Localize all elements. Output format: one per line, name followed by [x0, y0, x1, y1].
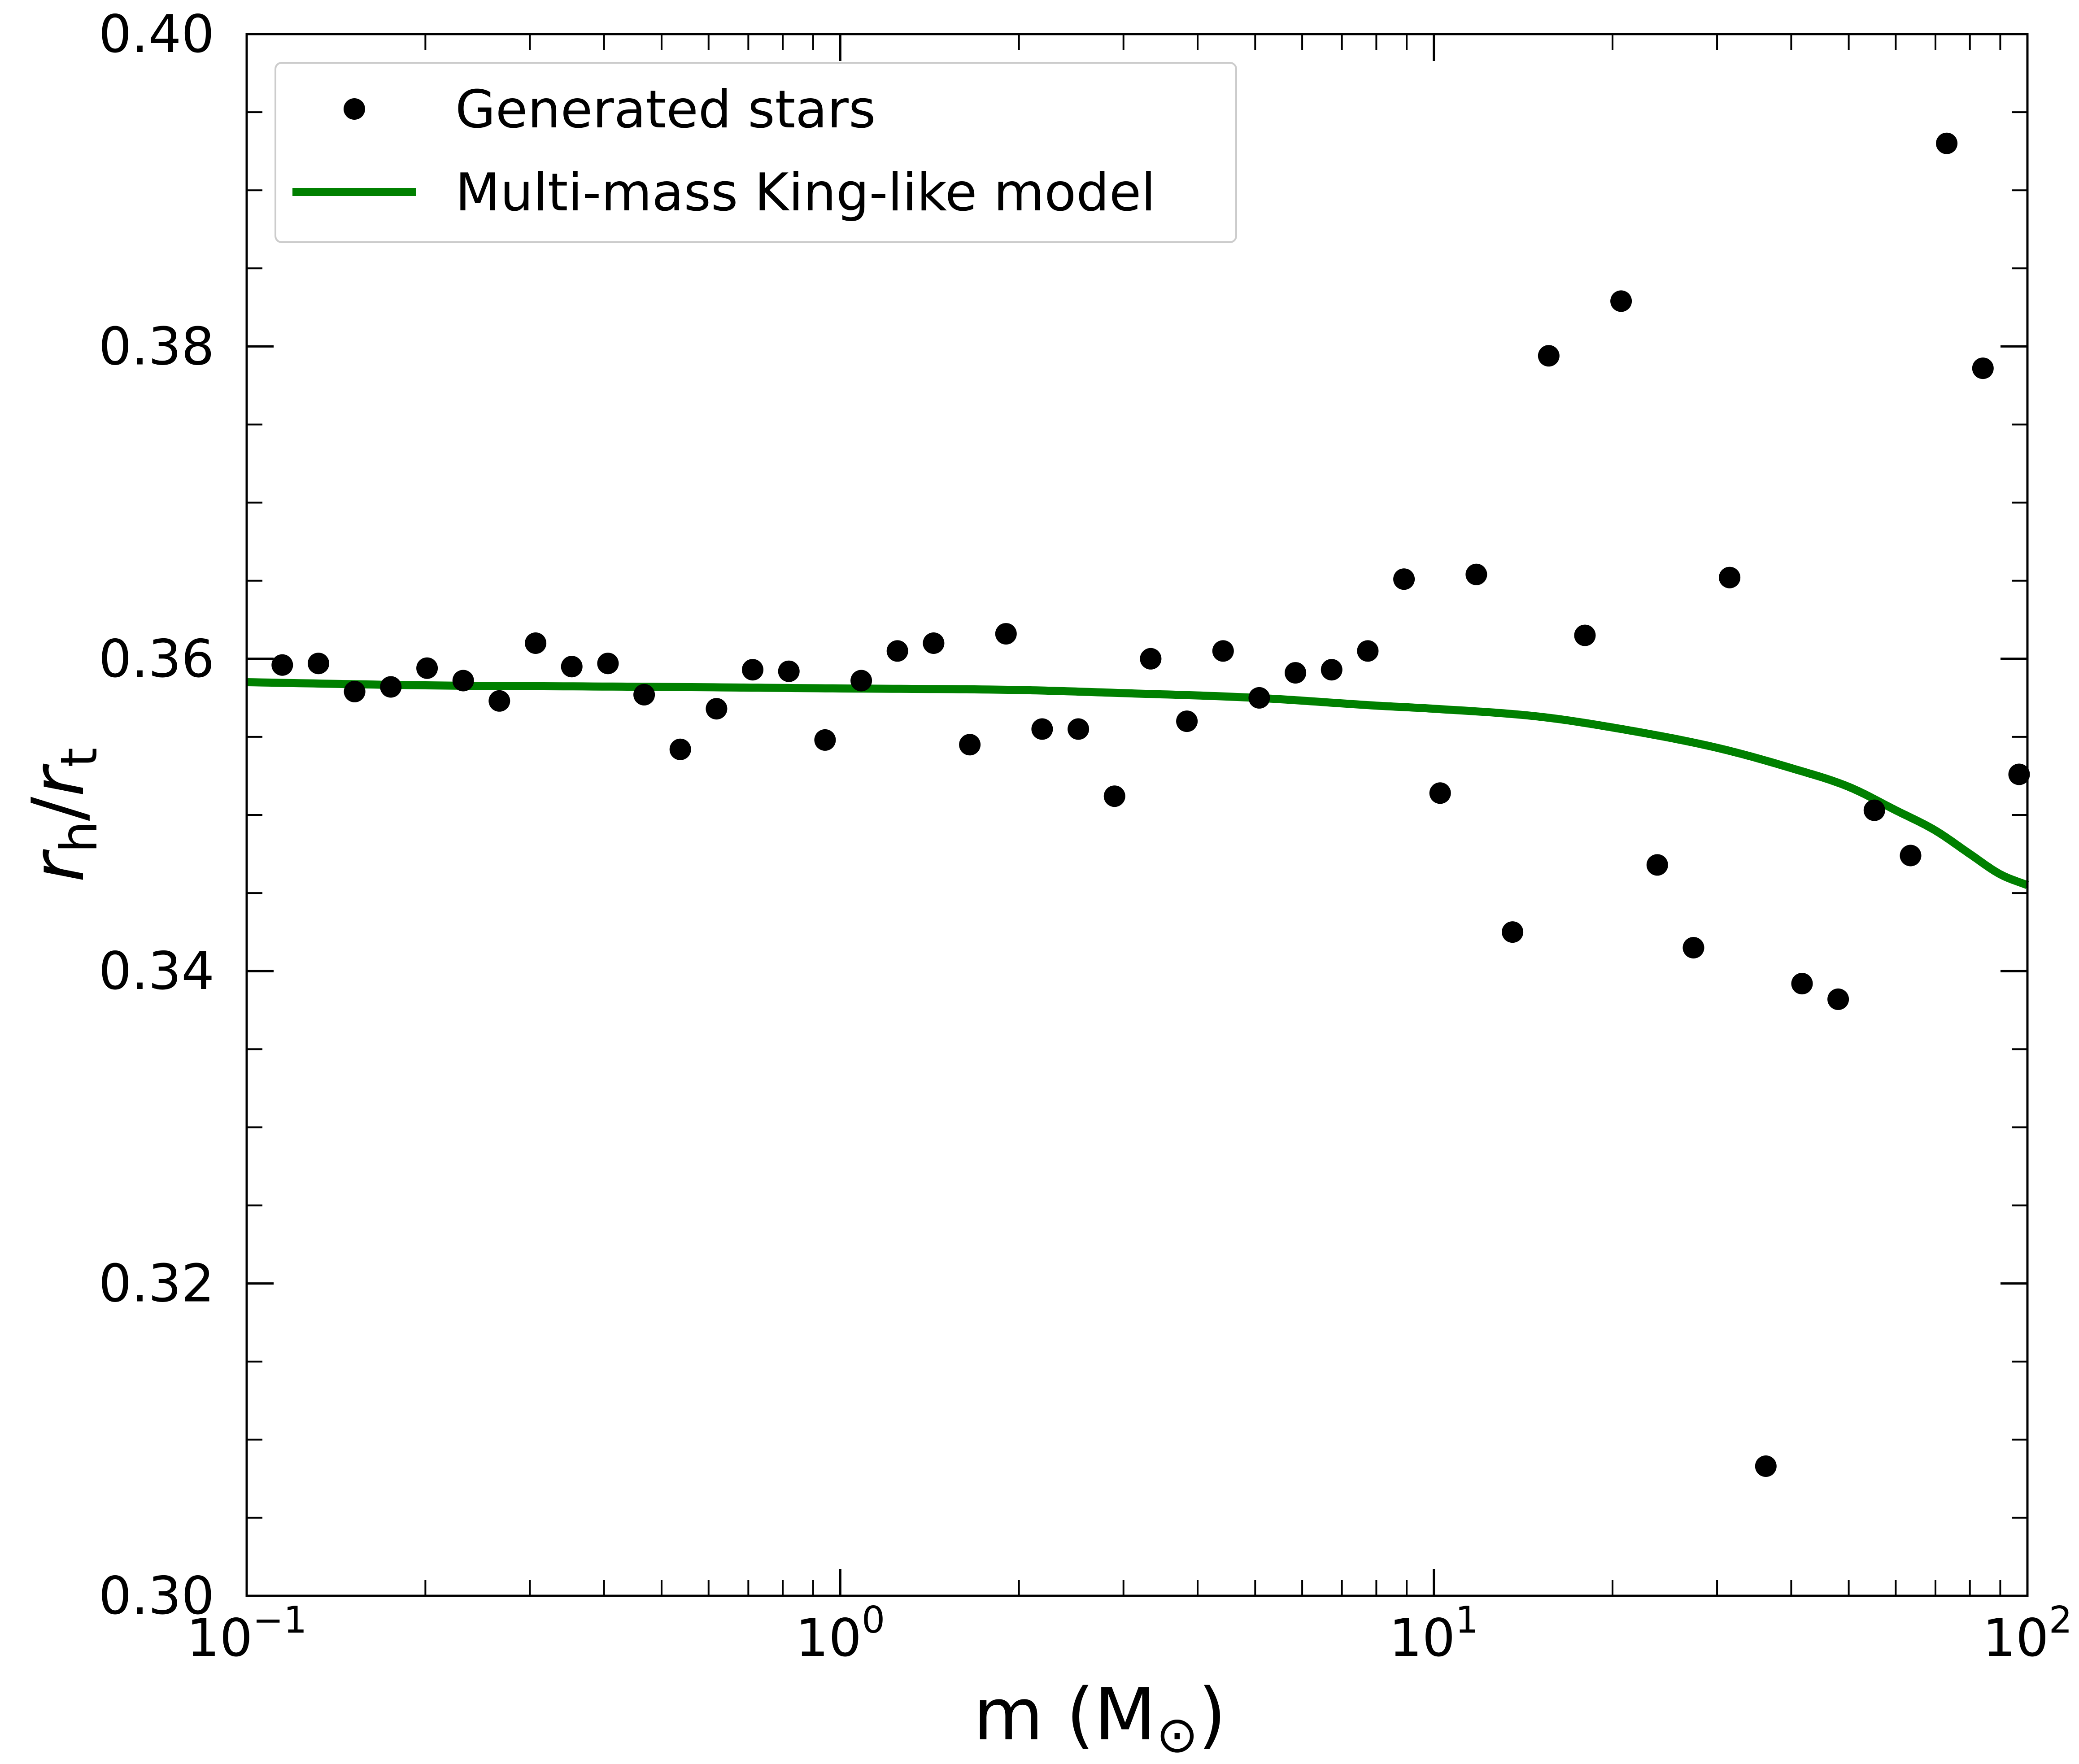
- generated-star-point: [1068, 718, 1090, 740]
- x-tick-exponent: 2: [2049, 1599, 2072, 1642]
- generated-star-point: [2008, 763, 2030, 785]
- legend-marker-generated-stars: [344, 98, 365, 120]
- x-tick-base: 10: [1983, 1608, 2049, 1668]
- legend-box: [275, 62, 1237, 243]
- y-label-r-t: r: [16, 763, 100, 797]
- generated-star-point: [344, 680, 366, 702]
- generated-star-point: [1755, 1455, 1777, 1477]
- legend-label-generated-stars: Generated stars: [455, 79, 876, 140]
- generated-star-point: [525, 632, 547, 654]
- generated-star-point: [308, 653, 329, 675]
- generated-star-point: [561, 656, 583, 678]
- solar-mass-symbol: ⊙: [1156, 1706, 1198, 1764]
- scatter-points-layer: [271, 132, 2030, 1477]
- x-axis-label-close: ): [1198, 1673, 1226, 1756]
- legend: Generated stars Multi-mass King-like mod…: [275, 62, 1237, 243]
- generated-star-point: [995, 623, 1017, 645]
- generated-star-point: [416, 657, 438, 679]
- x-tick-label: 102: [1983, 1599, 2072, 1668]
- model-curve-layer: [246, 678, 2031, 889]
- generated-star-point: [452, 670, 474, 692]
- generated-star-point: [1248, 687, 1270, 709]
- generated-star-point: [1502, 921, 1524, 943]
- generated-star-point: [1321, 659, 1342, 681]
- generated-star-point: [1103, 785, 1125, 807]
- generated-star-point: [1791, 973, 1813, 995]
- generated-star-point: [1031, 718, 1053, 740]
- generated-star-point: [597, 653, 619, 675]
- generated-star-point: [886, 640, 908, 662]
- y-tick-label: 0.34: [99, 941, 214, 1002]
- x-tick-exponent: 0: [862, 1599, 885, 1642]
- x-tick-exponent: 1: [1455, 1599, 1478, 1642]
- y-tick-label: 0.32: [99, 1254, 214, 1314]
- x-tick-labels: 10−1 100 101 102: [187, 1599, 2072, 1668]
- generated-star-point: [1719, 566, 1741, 588]
- generated-star-point: [488, 690, 510, 712]
- generated-star-point: [959, 734, 981, 756]
- model-curve: [246, 678, 2031, 889]
- generated-star-point: [1140, 648, 1162, 670]
- legend-label-model: Multi-mass King-like model: [455, 162, 1155, 223]
- generated-star-point: [1972, 357, 1994, 379]
- generated-star-point: [1574, 624, 1596, 646]
- x-tick-label: 100: [795, 1599, 885, 1668]
- generated-star-point: [1936, 132, 1958, 154]
- generated-star-point: [1827, 988, 1849, 1010]
- generated-star-point: [1285, 662, 1307, 684]
- generated-star-point: [1610, 290, 1632, 312]
- x-tick-label: 101: [1389, 1599, 1479, 1668]
- generated-star-point: [1212, 640, 1234, 662]
- generated-star-point: [1176, 710, 1198, 732]
- y-tick-label: 0.30: [99, 1566, 214, 1626]
- tick-marks: [245, 33, 2027, 1597]
- x-axis-label: m (M⊙): [973, 1673, 1226, 1764]
- generated-star-point: [271, 654, 293, 676]
- generated-star-point: [1900, 845, 1922, 867]
- generated-star-point: [1357, 640, 1379, 662]
- generated-star-point: [1429, 782, 1451, 804]
- generated-star-point: [633, 684, 655, 706]
- generated-star-point: [1465, 563, 1487, 585]
- x-tick-base: 10: [795, 1608, 862, 1668]
- x-tick-base: 10: [187, 1608, 253, 1668]
- x-tick-label: 10−1: [187, 1599, 307, 1668]
- generated-star-point: [669, 738, 691, 760]
- generated-star-point: [706, 698, 728, 720]
- y-label-r-h: r: [16, 849, 100, 882]
- generated-star-point: [1646, 854, 1668, 876]
- y-label-sub-h: h: [50, 821, 109, 853]
- y-tick-label: 0.40: [99, 4, 214, 65]
- generated-star-point: [380, 676, 402, 698]
- generated-star-point: [742, 659, 763, 681]
- generated-star-point: [1393, 568, 1415, 590]
- generated-star-point: [814, 729, 836, 751]
- y-tick-label: 0.38: [99, 316, 214, 377]
- generated-star-point: [1538, 345, 1560, 367]
- generated-star-point: [850, 670, 872, 692]
- generated-star-point: [1682, 937, 1704, 958]
- y-tick-labels: 0.30 0.32 0.34 0.36 0.38 0.40: [99, 4, 214, 1626]
- generated-star-point: [778, 660, 800, 682]
- x-tick-base: 10: [1389, 1608, 1456, 1668]
- y-label-slash: /: [16, 797, 100, 821]
- y-axis-label: rh/rt: [16, 748, 109, 882]
- y-label-sub-t: t: [50, 748, 109, 767]
- generated-star-point: [923, 632, 945, 654]
- generated-star-point: [1863, 799, 1885, 821]
- x-tick-exponent: −1: [253, 1599, 307, 1642]
- x-axis-label-text: m (M: [973, 1673, 1156, 1756]
- y-tick-label: 0.36: [99, 629, 214, 689]
